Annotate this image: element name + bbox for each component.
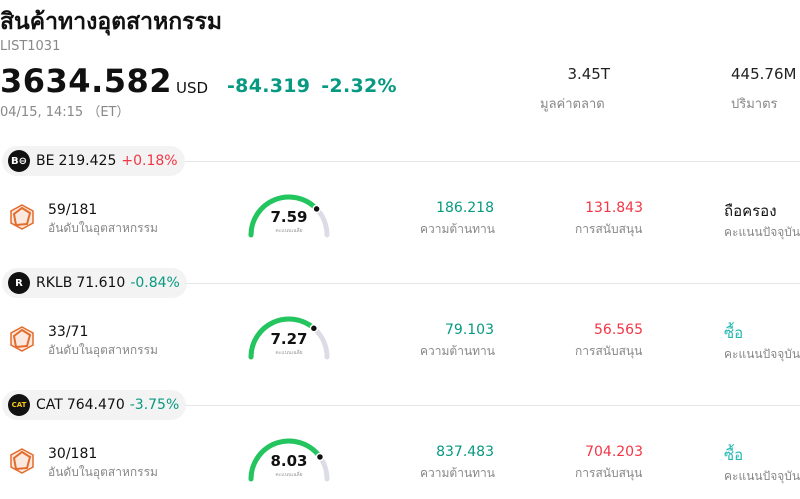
resistance-value: 837.483 <box>436 444 494 460</box>
stock-change: -3.75% <box>129 397 180 413</box>
score-value: 7.59 <box>270 208 308 226</box>
industry-rank-label: อันดับในอุตสาหกรรม <box>48 343 158 357</box>
row-divider <box>185 283 800 284</box>
score-gauge-fill <box>248 438 323 482</box>
support-label: การสนับสนุน <box>575 344 643 358</box>
company-logo-icon: R <box>8 272 30 294</box>
current-score-label: คะแนนปัจจุบัน <box>724 347 800 361</box>
score-gauge-fill <box>248 316 317 360</box>
stock-price: 764.470 <box>66 397 125 413</box>
price-change-pct: -2.32% <box>321 75 397 97</box>
stock-symbol: RKLB <box>36 275 73 291</box>
rating-value: ถือครอง <box>724 202 777 220</box>
volume-label: ปริมาตร <box>731 97 778 112</box>
industry-rank: 33/71 <box>48 324 89 340</box>
timestamp: 04/15, 14:15 （ET） <box>0 105 130 120</box>
index-price: 3634.582 <box>0 62 173 100</box>
stock-chip[interactable]: R RKLB 71.610 -0.84% <box>2 268 187 298</box>
stock-symbol: BE <box>36 153 55 169</box>
support-label: การสนับสนุน <box>575 222 643 236</box>
rating-value: ซื้อ <box>724 324 744 342</box>
rating-value: ซื้อ <box>724 446 744 464</box>
page-title: สินค้าทางอุตสาหกรรม <box>0 9 223 35</box>
volume-value: 445.76M <box>731 65 797 83</box>
industry-rank: 59/181 <box>48 202 98 218</box>
score-gauge-marker <box>315 452 325 462</box>
market-cap-value: 3.45T <box>567 65 610 83</box>
support-value: 131.843 <box>585 200 643 216</box>
company-logo-icon: CAT <box>8 394 30 416</box>
row-divider <box>185 161 800 162</box>
score-gauge-fill <box>248 194 320 238</box>
stock-price: 71.610 <box>76 275 126 291</box>
stock-chip[interactable]: CAT CAT 764.470 -3.75% <box>2 390 187 420</box>
stock-change: +0.18% <box>121 153 178 169</box>
score-gauge <box>248 438 330 482</box>
industry-rank-icon <box>10 204 34 230</box>
score-gauge <box>248 316 330 360</box>
support-value: 704.203 <box>585 444 643 460</box>
industry-rank-icon <box>10 326 34 352</box>
price-change: -84.319 -2.32% <box>227 75 397 97</box>
industry-rank: 30/181 <box>48 446 98 462</box>
support-value: 56.565 <box>594 322 643 338</box>
resistance-label: ความต้านทาน <box>420 222 495 236</box>
score-value: 8.03 <box>270 452 308 470</box>
score-gauge-marker <box>312 204 321 214</box>
resistance-label: ความต้านทาน <box>420 344 495 358</box>
industry-rank-icon <box>10 448 34 474</box>
market-cap-label: มูลค่าตลาด <box>540 97 605 112</box>
support-label: การสนับสนุน <box>575 466 643 480</box>
price-change-value: -84.319 <box>227 75 311 97</box>
company-logo-icon: B⊖ <box>8 150 30 172</box>
score-gauge-label: คะแนนเฉลี่ย <box>275 228 303 234</box>
stock-price: 219.425 <box>58 153 117 169</box>
resistance-value: 186.218 <box>436 200 494 216</box>
stock-change: -0.84% <box>130 275 180 291</box>
industry-rank-label: อันดับในอุตสาหกรรม <box>48 465 158 479</box>
index-code: LIST1031 <box>0 39 61 54</box>
score-gauge-label: คะแนนเฉลี่ย <box>275 472 303 478</box>
stock-chip[interactable]: B⊖ BE 219.425 +0.18% <box>2 146 185 176</box>
resistance-label: ความต้านทาน <box>420 466 495 480</box>
row-divider <box>185 405 800 406</box>
current-score-label: คะแนนปัจจุบัน <box>724 469 800 483</box>
score-gauge <box>248 194 330 238</box>
score-gauge-marker <box>309 324 319 333</box>
score-value: 7.27 <box>270 330 308 348</box>
resistance-value: 79.103 <box>445 322 494 338</box>
currency-label: USD <box>176 79 209 97</box>
industry-rank-label: อันดับในอุตสาหกรรม <box>48 221 158 235</box>
current-score-label: คะแนนปัจจุบัน <box>724 225 800 239</box>
score-gauge-label: คะแนนเฉลี่ย <box>275 350 303 356</box>
stock-symbol: CAT <box>36 397 63 413</box>
